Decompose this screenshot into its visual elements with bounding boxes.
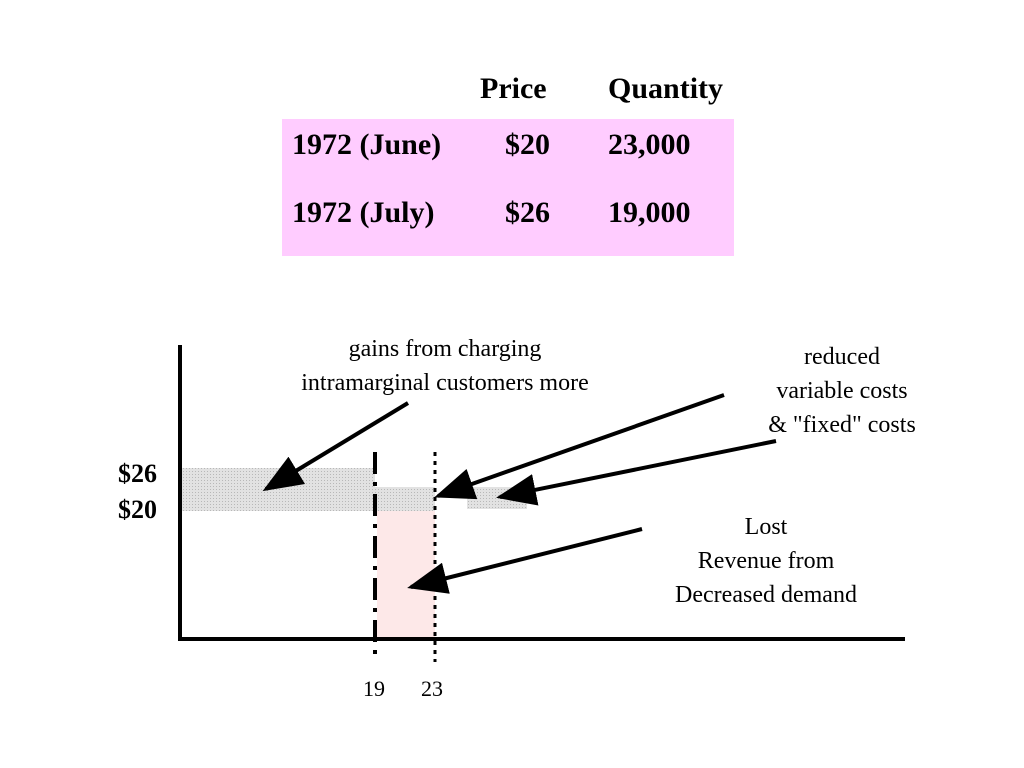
row-july-label: 1972 (July) bbox=[292, 196, 435, 229]
data-table-background bbox=[282, 119, 734, 256]
reduced-costs-annotation: reduced variable costs & "fixed" costs bbox=[742, 340, 942, 442]
gain-area-left bbox=[182, 468, 375, 511]
price-header: Price bbox=[480, 72, 547, 105]
gains-arrow bbox=[262, 401, 410, 492]
lost-revenue-area bbox=[377, 511, 435, 639]
reduced-costs-line-1: reduced bbox=[804, 344, 880, 370]
row-june-label: 1972 (June) bbox=[292, 128, 442, 161]
gains-line-1: gains from charging bbox=[348, 336, 542, 362]
x-tick-19: 19 bbox=[363, 676, 385, 701]
lost-revenue-arrow bbox=[407, 527, 643, 594]
quantity-header: Quantity bbox=[608, 72, 724, 105]
x-tick-23: 23 bbox=[421, 676, 443, 701]
gains-annotation: gains from charging intramarginal custom… bbox=[270, 332, 620, 400]
row-july-quantity: 19,000 bbox=[608, 196, 691, 229]
lost-revenue-line-3: Decreased demand bbox=[675, 582, 857, 608]
reduced-costs-arrow-2 bbox=[496, 439, 777, 506]
reduced-costs-arrow-1 bbox=[434, 393, 725, 500]
gains-line-2: intramarginal customers more bbox=[301, 370, 589, 396]
gain-area-middle bbox=[375, 487, 435, 511]
y-tick-26: $26 bbox=[118, 459, 157, 488]
y-tick-20: $20 bbox=[118, 495, 157, 524]
reduced-costs-line-3: & "fixed" costs bbox=[768, 412, 916, 438]
reduced-cost-area bbox=[467, 487, 527, 509]
lost-revenue-annotation: Lost Revenue from Decreased demand bbox=[650, 510, 882, 612]
row-june-price: $20 bbox=[505, 128, 550, 161]
row-july-price: $26 bbox=[505, 196, 550, 229]
row-june-quantity: 23,000 bbox=[608, 128, 691, 161]
lost-revenue-line-1: Lost bbox=[744, 514, 788, 540]
reduced-costs-line-2: variable costs bbox=[776, 378, 908, 404]
lost-revenue-line-2: Revenue from bbox=[697, 548, 835, 574]
